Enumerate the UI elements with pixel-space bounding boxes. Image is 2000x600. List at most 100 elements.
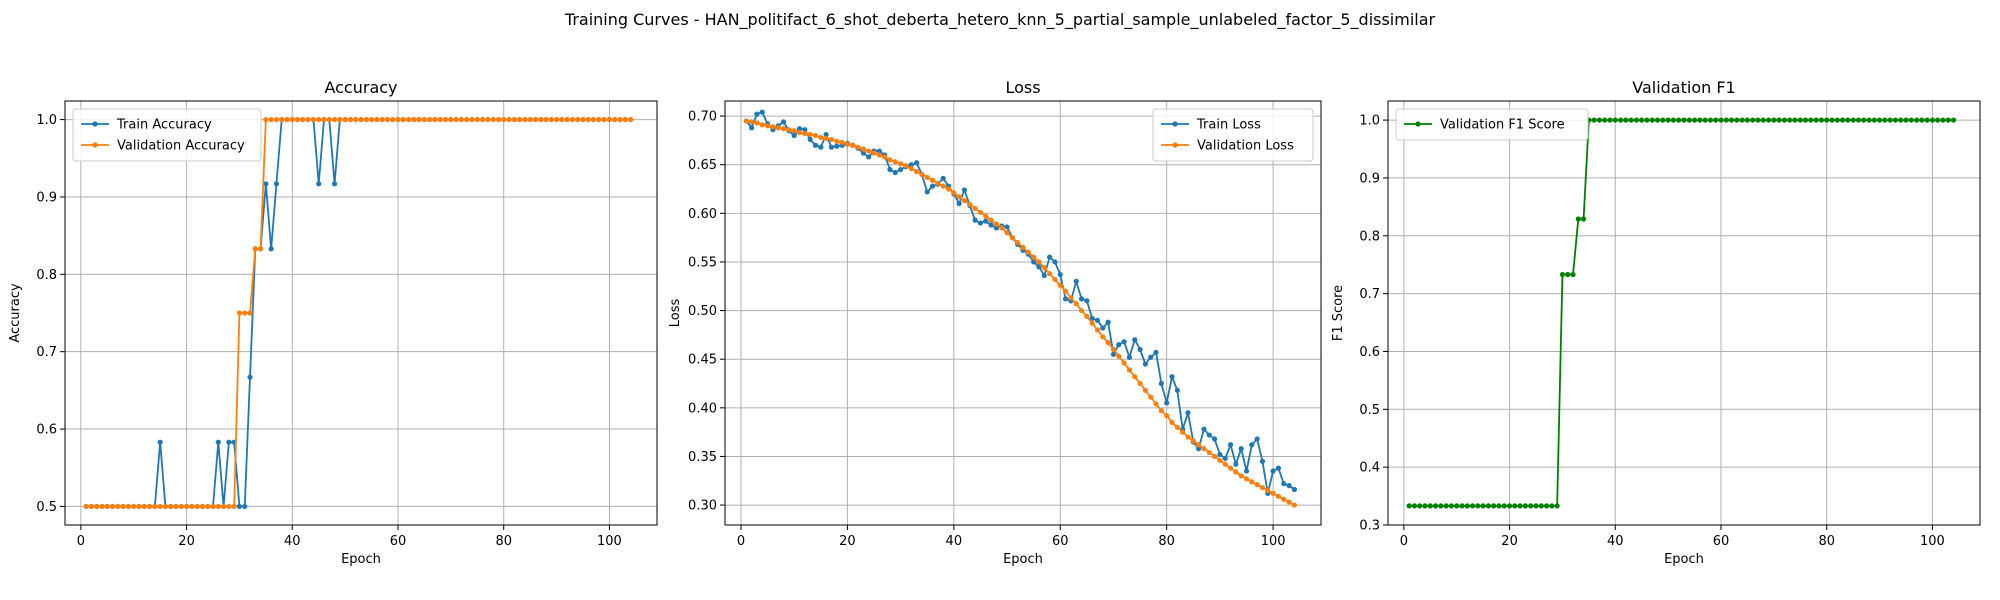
data-point: [1243, 476, 1250, 482]
data-point: [876, 152, 882, 158]
data-point: [1512, 503, 1518, 509]
data-point: [448, 116, 454, 123]
data-point: [961, 198, 968, 204]
data-point: [215, 503, 221, 510]
data-point: [988, 217, 994, 223]
data-point: [1041, 272, 1047, 279]
data-point: [908, 162, 914, 168]
data-point: [1829, 117, 1835, 123]
data-point: [1158, 408, 1164, 414]
data-point: [1015, 239, 1021, 246]
data-point: [1094, 327, 1101, 333]
data-point: [1142, 387, 1148, 393]
y-tick-label: 0.7: [1359, 287, 1380, 302]
legend-swatch-marker: [1172, 121, 1178, 127]
chart-panel-2: 0 20 40 60 80 100 0.30 0.35 0.40 0.45 0.50 0.55 0.60…: [668, 78, 1322, 567]
data-point: [210, 503, 216, 510]
series-1: [743, 109, 1297, 496]
data-point: [1249, 479, 1255, 485]
data-point: [1201, 446, 1207, 452]
x-tick-label: 20: [1501, 534, 1518, 549]
data-point: [252, 246, 258, 252]
data-point: [892, 169, 898, 176]
data-point: [908, 165, 914, 172]
data-point: [1153, 349, 1159, 355]
data-point: [743, 118, 749, 124]
data-point: [866, 154, 872, 160]
data-point: [316, 181, 322, 187]
data-point: [1275, 465, 1282, 471]
data-point: [88, 503, 95, 510]
y-tick-label: 0.8: [36, 268, 57, 283]
data-point: [1142, 361, 1148, 367]
data-point: [1723, 117, 1729, 123]
data-point: [860, 150, 866, 156]
data-point: [1105, 319, 1111, 325]
data-point: [1211, 436, 1218, 442]
data-point: [860, 146, 866, 152]
series-2: [743, 118, 1297, 508]
y-tick-label: 0.45: [688, 353, 717, 368]
data-point: [215, 439, 221, 445]
data-point: [1052, 276, 1058, 283]
y-axis-label: F1 Score: [1331, 285, 1346, 341]
data-point: [1591, 117, 1597, 123]
data-point: [157, 439, 163, 445]
data-point: [1227, 465, 1234, 471]
data-point: [1491, 503, 1497, 509]
data-point: [828, 136, 835, 143]
data-point: [1728, 117, 1735, 123]
data-point: [967, 201, 973, 208]
data-point: [1718, 117, 1724, 123]
data-point: [924, 174, 930, 180]
data-point: [236, 503, 243, 510]
data-point: [337, 116, 343, 123]
y-tick-label: 1.0: [1359, 114, 1380, 129]
data-point: [871, 150, 877, 156]
data-point: [479, 116, 486, 123]
data-point: [764, 123, 771, 129]
data-point: [231, 503, 237, 510]
data-point: [1174, 387, 1180, 393]
data-point: [1068, 295, 1074, 301]
y-axis-label: Loss: [668, 299, 683, 328]
data-point: [749, 125, 755, 131]
series-line: [86, 118, 631, 508]
data-point: [1538, 503, 1544, 509]
y-tick-label: 0.5: [1359, 403, 1380, 418]
data-point: [168, 503, 174, 510]
data-point: [1206, 432, 1212, 438]
data-point: [1073, 278, 1079, 284]
data-point: [331, 181, 338, 187]
data-point: [543, 116, 549, 123]
data-point: [796, 126, 803, 132]
data-point: [977, 209, 984, 215]
data-point: [1617, 117, 1624, 123]
data-point: [940, 175, 946, 181]
data-point: [1670, 117, 1677, 123]
data-point: [284, 116, 290, 123]
x-axis-label: Epoch: [1664, 552, 1704, 567]
data-point: [120, 503, 126, 510]
data-point: [1121, 339, 1127, 345]
x-tick-label: 100: [1920, 534, 1945, 549]
data-point: [559, 116, 565, 123]
series-line: [746, 120, 1295, 506]
grid: [1388, 101, 1980, 526]
data-point: [442, 116, 449, 123]
data-point: [1501, 503, 1507, 509]
data-point: [1185, 410, 1191, 416]
data-point: [1089, 320, 1095, 326]
y-tick-label: 0.8: [1359, 229, 1380, 244]
data-point: [189, 503, 195, 510]
data-point: [1686, 117, 1692, 123]
series-2: [83, 116, 634, 510]
data-point: [1169, 374, 1175, 380]
data-point: [141, 503, 147, 510]
chart-panel-3: 0 20 40 60 80 100 0.3 0.4 0.5 0.6 0.7 0.8 0.9 1.0 Vali…: [1331, 78, 1981, 567]
data-point: [183, 503, 190, 510]
data-point: [1004, 230, 1010, 236]
data-point: [1713, 117, 1719, 123]
data-point: [1697, 117, 1703, 123]
data-point: [818, 144, 824, 150]
